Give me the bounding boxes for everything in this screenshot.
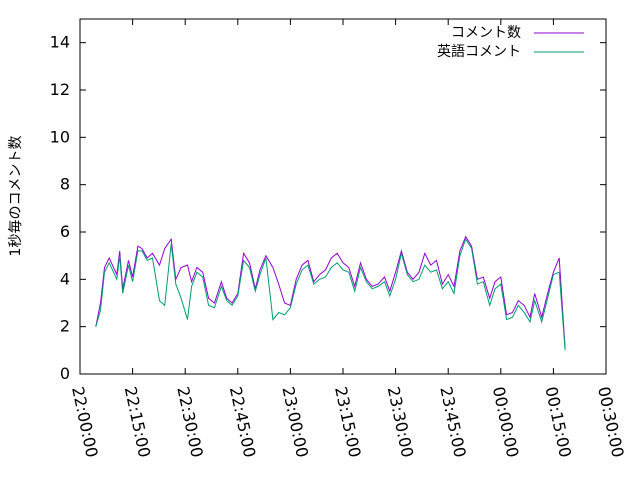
x-tick-label: 23:45:00 (436, 385, 470, 459)
y-tick-label: 10 (50, 127, 70, 146)
y-tick-label: 6 (60, 222, 70, 241)
y-tick-label: 2 (60, 317, 70, 336)
y-tick-label: 12 (50, 80, 70, 99)
x-tick-label: 22:00:00 (68, 385, 102, 459)
x-tick-label: 23:30:00 (384, 385, 418, 459)
y-tick-label: 4 (60, 269, 70, 288)
x-tick-label: 23:00:00 (278, 385, 312, 459)
x-tick-label: 22:45:00 (226, 385, 260, 459)
series-line-1 (95, 237, 566, 351)
series-line-0 (95, 235, 566, 349)
x-tick-label: 00:15:00 (541, 385, 575, 459)
y-tick-label: 14 (50, 33, 70, 52)
x-tick-label: 22:30:00 (173, 385, 207, 459)
legend: コメント数 英語コメント (437, 25, 584, 60)
y-tick-label: 0 (60, 364, 70, 383)
x-tick-label: 23:15:00 (331, 385, 365, 459)
axis-ticks: 0 2 4 6 8 10 12 14 22:00:00 22:15:00 22:30:00 22:45… (50, 19, 628, 459)
legend-label-1: 英語コメント (437, 43, 521, 60)
legend-label-0: コメント数 (451, 25, 521, 41)
y-tick-label: 8 (60, 175, 70, 194)
plot-frame (79, 18, 607, 375)
series-lines (95, 235, 566, 351)
x-tick-label: 00:00:00 (489, 385, 523, 459)
x-tick-label: 22:15:00 (121, 385, 155, 459)
x-tick-label: 00:30:00 (594, 385, 628, 459)
y-axis-label: 1秒毎のコメント数 (8, 136, 24, 257)
